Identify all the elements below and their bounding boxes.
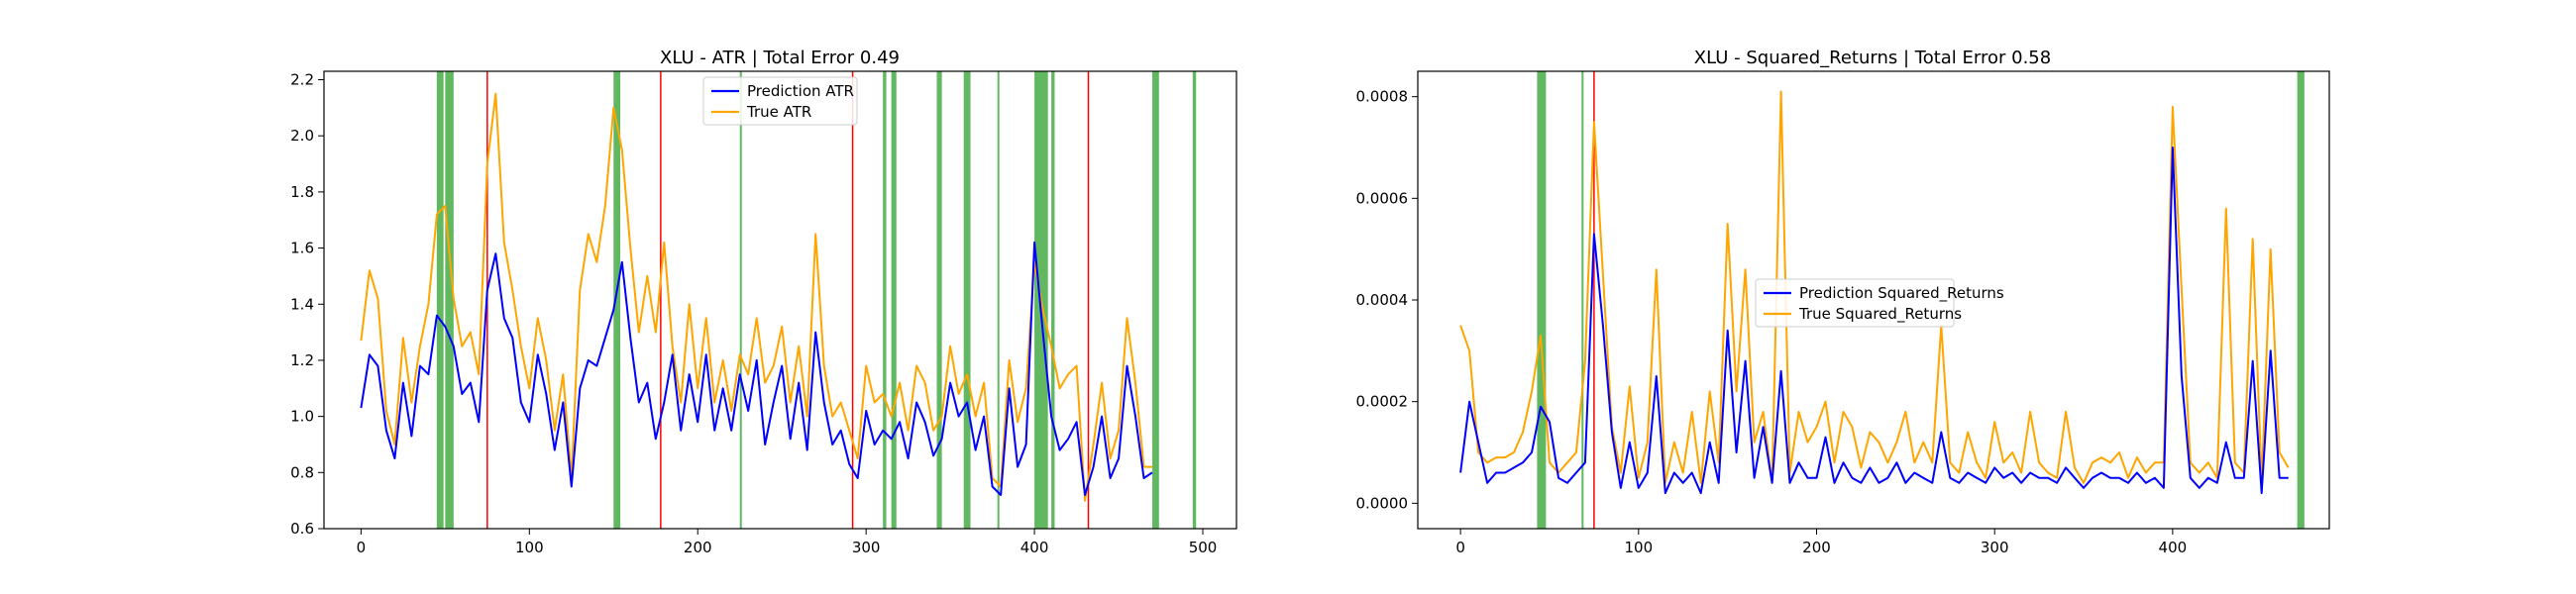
green-band	[936, 71, 942, 529]
legend-label-prediction: Prediction Squared_Returns	[1799, 284, 2004, 303]
plot-frame	[323, 70, 1237, 530]
green-band	[1581, 71, 1584, 529]
legend-label-true: True Squared_Returns	[1798, 305, 1962, 324]
green-band	[1537, 71, 1547, 529]
green-band	[436, 71, 444, 529]
series-lines	[360, 92, 1153, 502]
series-line	[360, 92, 1152, 502]
green-band	[613, 71, 621, 529]
y-tick-label: 1.8	[290, 183, 314, 201]
y-axis: 0.0000 0.0002 0.0004 0.0006 0.0008	[1356, 88, 1418, 512]
x-tick-label: 200	[684, 539, 712, 556]
legend-box	[702, 76, 858, 126]
series-lines	[1459, 90, 2290, 495]
green-band	[1152, 71, 1159, 529]
x-tick-label: 100	[1624, 539, 1653, 556]
x-tick-label: 300	[852, 539, 881, 556]
legend-label-true: True ATR	[746, 103, 811, 121]
y-tick-label: 1.4	[290, 295, 314, 313]
x-axis: 0 100 200 300 400	[1455, 529, 2187, 556]
series-line	[1459, 90, 2290, 484]
series-line	[1459, 147, 2289, 495]
y-axis: 0.6 0.8 1.0 1.2 1.4 1.6 1.8 2.0 2.2	[290, 71, 324, 538]
y-tick-label: 2.2	[290, 71, 314, 89]
atr-chart: XLU - ATR | Total Error 0.49 0 100 200 300 4…	[290, 48, 1237, 556]
squared-returns-chart: XLU - Squared_Returns | Total Error 0.58…	[1356, 48, 2330, 556]
green-band	[1192, 71, 1197, 529]
legend-box	[1755, 278, 1955, 328]
green-band	[739, 71, 742, 529]
x-tick-label: 300	[1981, 539, 2009, 556]
green-band	[2297, 71, 2305, 529]
green-band	[997, 71, 1000, 529]
legend: Prediction Squared_Returns True Squared_…	[1755, 278, 2004, 328]
x-tick-label: 100	[515, 539, 544, 556]
y-tick-label: 1.0	[290, 408, 314, 426]
event-bands	[436, 71, 1197, 529]
y-tick-label: 0.0000	[1356, 494, 1409, 512]
green-band	[891, 71, 897, 529]
x-tick-label: 400	[2159, 539, 2188, 556]
y-tick-label: 2.0	[290, 127, 314, 145]
y-tick-label: 1.6	[290, 240, 314, 257]
y-tick-label: 0.6	[290, 520, 314, 538]
legend-label-prediction: Prediction ATR	[747, 82, 854, 100]
legend: Prediction ATR True ATR	[702, 76, 858, 126]
green-band	[1051, 71, 1055, 529]
green-band	[883, 71, 887, 529]
x-tick-label: 500	[1189, 539, 1218, 556]
y-tick-label: 0.0004	[1356, 291, 1409, 309]
x-tick-label: 0	[1455, 539, 1465, 556]
chart-title: XLU - Squared_Returns | Total Error 0.58	[1694, 48, 2051, 68]
y-tick-label: 0.0002	[1356, 393, 1409, 411]
x-axis: 0 100 200 300 400 500	[357, 529, 1218, 556]
green-band	[445, 71, 454, 529]
x-tick-label: 200	[1802, 539, 1831, 556]
series-line	[360, 241, 1153, 496]
y-tick-label: 0.0008	[1356, 88, 1409, 106]
y-tick-label: 0.8	[290, 463, 314, 481]
x-tick-label: 400	[1020, 539, 1049, 556]
green-band	[963, 71, 971, 529]
chart-title: XLU - ATR | Total Error 0.49	[660, 48, 900, 68]
y-tick-label: 0.0006	[1356, 189, 1409, 207]
x-tick-label: 0	[357, 539, 367, 556]
y-tick-label: 1.2	[290, 351, 314, 369]
